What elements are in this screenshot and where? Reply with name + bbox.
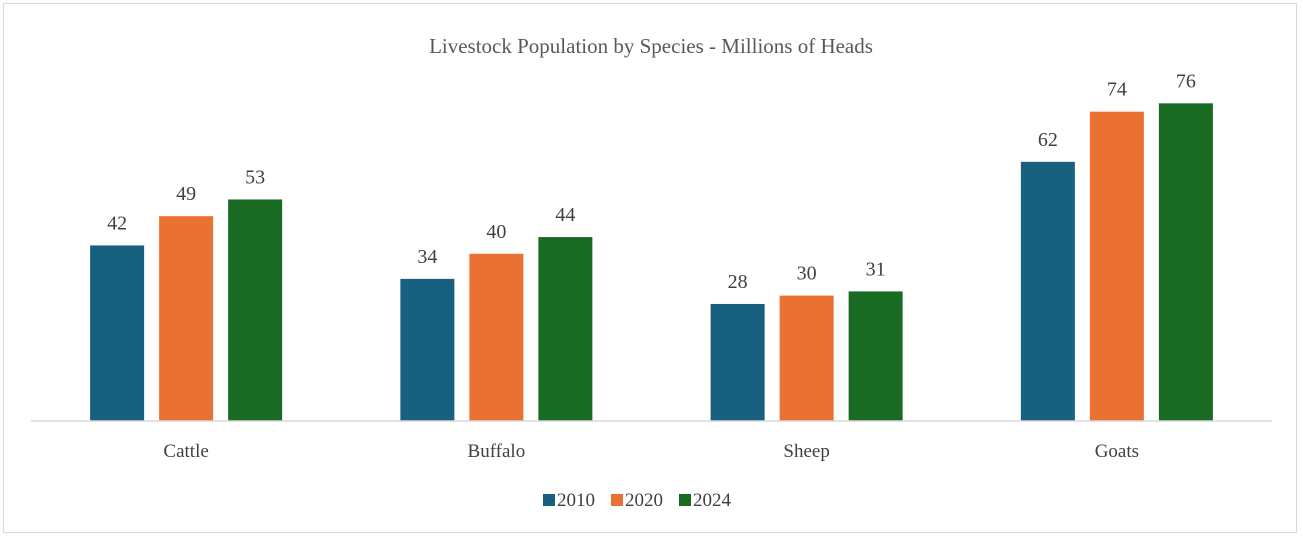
- chart-frame: [3, 3, 1297, 533]
- bar-buffalo-2020: [469, 253, 524, 421]
- legend-swatch-2010: [543, 494, 555, 506]
- bar-cattle-2010: [90, 245, 145, 421]
- bars-group: [90, 103, 1213, 422]
- bar-sheep-2024: [848, 291, 903, 421]
- legend-item-2020[interactable]: 2020: [611, 490, 663, 511]
- legend-item-2010[interactable]: 2010: [543, 490, 595, 511]
- bar-goats-2010: [1020, 161, 1075, 421]
- legend[interactable]: 2010 2020 2024: [543, 490, 732, 511]
- bar-goats-2024: [1158, 103, 1213, 421]
- data-label-cattle-2020: 49: [176, 183, 196, 205]
- data-label-sheep-2024: 31: [866, 258, 886, 280]
- data-label-goats-2020: 74: [1107, 79, 1127, 101]
- chart-title: Livestock Population by Species - Millio…: [429, 34, 873, 58]
- data-label-goats-2010: 62: [1038, 129, 1058, 151]
- legend-label-2024: 2024: [693, 490, 732, 511]
- data-labels-group: 42 49 53 34 40 44 28 30 31 62 74 76: [107, 70, 1196, 293]
- data-label-cattle-2024: 53: [245, 166, 265, 188]
- bar-buffalo-2010: [400, 278, 455, 421]
- bar-cattle-2024: [228, 199, 283, 421]
- legend-swatch-2020: [611, 494, 623, 506]
- data-label-buffalo-2020: 40: [486, 221, 506, 243]
- data-label-goats-2024: 76: [1176, 70, 1196, 92]
- data-label-cattle-2010: 42: [107, 212, 127, 234]
- x-tick-label-goats: Goats: [1095, 441, 1139, 462]
- bar-goats-2020: [1089, 111, 1144, 422]
- x-tick-label-buffalo: Buffalo: [468, 441, 526, 462]
- x-tick-label-cattle: Cattle: [163, 441, 208, 462]
- legend-item-2024[interactable]: 2024: [679, 490, 732, 511]
- legend-label-2010: 2010: [557, 490, 595, 511]
- data-label-buffalo-2010: 34: [417, 246, 437, 268]
- bar-cattle-2020: [159, 216, 214, 421]
- data-label-sheep-2010: 28: [728, 271, 748, 293]
- legend-swatch-2024: [679, 494, 691, 506]
- bar-buffalo-2024: [538, 237, 593, 421]
- legend-label-2020: 2020: [625, 490, 663, 511]
- x-tick-label-sheep: Sheep: [783, 441, 829, 462]
- x-tick-labels: Cattle Buffalo Sheep Goats: [163, 441, 1139, 462]
- data-label-buffalo-2024: 44: [555, 204, 575, 226]
- data-label-sheep-2020: 30: [797, 263, 817, 285]
- bar-sheep-2010: [710, 303, 765, 421]
- bar-sheep-2020: [779, 295, 834, 421]
